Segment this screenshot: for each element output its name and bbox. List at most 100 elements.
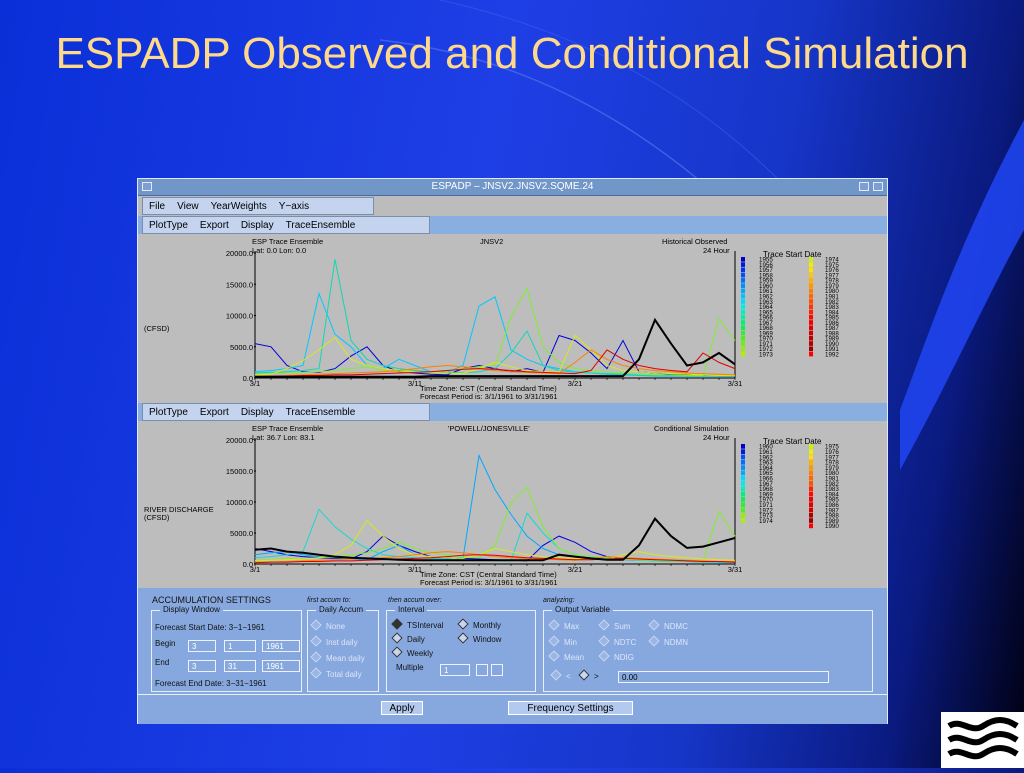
end-month-field[interactable]: 3 <box>188 660 216 672</box>
radio-diamond-icon <box>648 619 660 631</box>
menu-view[interactable]: View <box>177 200 199 212</box>
maximize-button[interactable] <box>873 182 883 191</box>
radio-less-than[interactable]: < <box>550 669 571 681</box>
radio-monthly-label: Monthly <box>473 621 502 630</box>
series-line-1972 <box>254 486 736 563</box>
begin-year-field[interactable]: 1961 <box>262 640 300 652</box>
radio-diamond-icon <box>457 618 469 630</box>
series-line-1967 <box>254 508 735 563</box>
menu-file[interactable]: File <box>149 200 166 212</box>
plot2-header-center: 'POWELL/JONESVILLE' <box>448 424 530 433</box>
plot2-menubar: PlotType Export Display TraceEnsemble <box>142 403 430 421</box>
button-bar: Apply Frequency Settings <box>138 694 887 724</box>
legend-label: 1986 <box>825 502 839 509</box>
multiple-field[interactable]: 1 <box>440 664 470 676</box>
legend-label: 1961 <box>759 449 773 456</box>
threshold-field[interactable]: 0.00 <box>618 671 829 683</box>
radio-sum[interactable]: Sum <box>598 619 630 631</box>
legend-swatch <box>809 518 813 523</box>
menu-traceensemble[interactable]: TraceEnsemble <box>285 406 356 418</box>
main-menubar: File View YearWeights Y−axis <box>142 197 374 215</box>
radio-weekly[interactable]: Weekly <box>391 646 433 658</box>
y-tick-label: 10000.0 <box>226 312 253 321</box>
radio-diamond-icon <box>391 646 403 658</box>
radio-ndtc[interactable]: NDTC <box>598 635 636 647</box>
menu-yearweights[interactable]: YearWeights <box>210 200 267 212</box>
legend-swatch <box>741 497 745 502</box>
series-line-1984 <box>255 551 735 563</box>
legend-label: 1965 <box>759 309 773 316</box>
radio-none[interactable]: None <box>310 619 345 631</box>
radio-window[interactable]: Window <box>457 632 501 644</box>
y-tick-label: 15000.0 <box>226 467 253 476</box>
menu-plottype[interactable]: PlotType <box>149 406 188 418</box>
radio-ndmn-label: NDMN <box>664 638 688 647</box>
legend-label: 1986 <box>825 320 839 327</box>
plot1-header-center: JNSV2 <box>480 237 504 246</box>
radio-greater-than[interactable]: > <box>578 669 599 681</box>
radio-diamond-icon <box>548 650 560 662</box>
series-line-1990 <box>254 349 736 378</box>
end-day-field[interactable]: 31 <box>224 660 256 672</box>
output-variable-group: Output Variable Max Sum NDMC Min NDTC ND… <box>543 605 873 692</box>
begin-month-field[interactable]: 3 <box>188 640 216 652</box>
legend-label: 1971 <box>759 341 773 348</box>
window-titlebar[interactable]: ESPADP – JNSV2.JNSV2.SQME.24 <box>138 179 887 196</box>
multiple-decrement-button[interactable] <box>476 664 488 676</box>
end-label: End <box>155 658 170 667</box>
legend-label: 1955 <box>759 257 773 264</box>
y-tick-label: 0.0 <box>243 560 253 569</box>
radio-ndig[interactable]: NDIG <box>598 650 634 662</box>
radio-max[interactable]: Max <box>548 619 579 631</box>
radio-inst-daily[interactable]: Inst daily <box>310 635 358 647</box>
legend-swatch <box>809 283 813 288</box>
radio-mean-daily[interactable]: Mean daily <box>310 651 365 663</box>
window-menu-button[interactable] <box>142 182 152 191</box>
multiple-increment-button[interactable] <box>491 664 503 676</box>
legend-label: 1975 <box>825 444 839 451</box>
legend-swatch <box>741 449 745 454</box>
menu-export[interactable]: Export <box>199 406 229 418</box>
apply-button[interactable]: Apply <box>381 701 423 715</box>
menu-plottype[interactable]: PlotType <box>149 219 188 231</box>
menu-y-axis[interactable]: Y−axis <box>278 200 310 212</box>
legend-label: 1966 <box>759 476 773 483</box>
menu-display[interactable]: Display <box>240 219 274 231</box>
begin-day-field[interactable]: 1 <box>224 640 256 652</box>
daily-accum-title: Daily Accum <box>316 605 367 614</box>
end-year-field[interactable]: 1961 <box>262 660 300 672</box>
legend-swatch <box>809 444 813 449</box>
menu-display[interactable]: Display <box>240 406 274 418</box>
radio-monthly[interactable]: Monthly <box>457 618 502 630</box>
radio-total-daily-label: Total daily <box>326 670 362 679</box>
frequency-settings-button[interactable]: Frequency Settings <box>508 701 633 715</box>
plot2-legend-title: Trace Start Date <box>763 437 822 446</box>
legend-swatch <box>809 523 813 529</box>
radio-diamond-icon <box>548 619 560 631</box>
legend-label: 1972 <box>759 507 773 514</box>
legend-label: 1972 <box>759 346 773 353</box>
espadp-window: ESPADP – JNSV2.JNSV2.SQME.24 File View Y… <box>137 178 888 724</box>
radio-mean-daily-label: Mean daily <box>326 654 365 663</box>
menu-export[interactable]: Export <box>199 219 229 231</box>
legend-swatch <box>809 507 813 513</box>
radio-ndmc[interactable]: NDMC <box>648 619 688 631</box>
y-tick-label: 20000.0 <box>226 436 253 445</box>
radio-diamond-icon <box>310 667 322 679</box>
y-tick-label: 15000.0 <box>226 280 253 289</box>
radio-total-daily[interactable]: Total daily <box>310 667 362 679</box>
radio-ndmn[interactable]: NDMN <box>648 635 688 647</box>
legend-label: 1958 <box>759 272 773 279</box>
radio-diamond-icon <box>578 669 590 681</box>
radio-daily[interactable]: Daily <box>391 632 425 644</box>
legend-swatch <box>741 507 745 513</box>
plot2-timezone: Time Zone: CST (Central Standard Time) <box>420 570 557 579</box>
minimize-button[interactable] <box>859 182 869 191</box>
plot1-menubar: PlotType Export Display TraceEnsemble <box>142 216 430 234</box>
menu-traceensemble[interactable]: TraceEnsemble <box>285 219 356 231</box>
radio-min[interactable]: Min <box>548 635 577 647</box>
radio-mean[interactable]: Mean <box>548 650 584 662</box>
radio-tsinterval[interactable]: TSInterval <box>391 618 443 630</box>
legend-swatch <box>741 341 745 346</box>
plot2-toolbar: PlotType Export Display TraceEnsemble <box>138 403 887 421</box>
